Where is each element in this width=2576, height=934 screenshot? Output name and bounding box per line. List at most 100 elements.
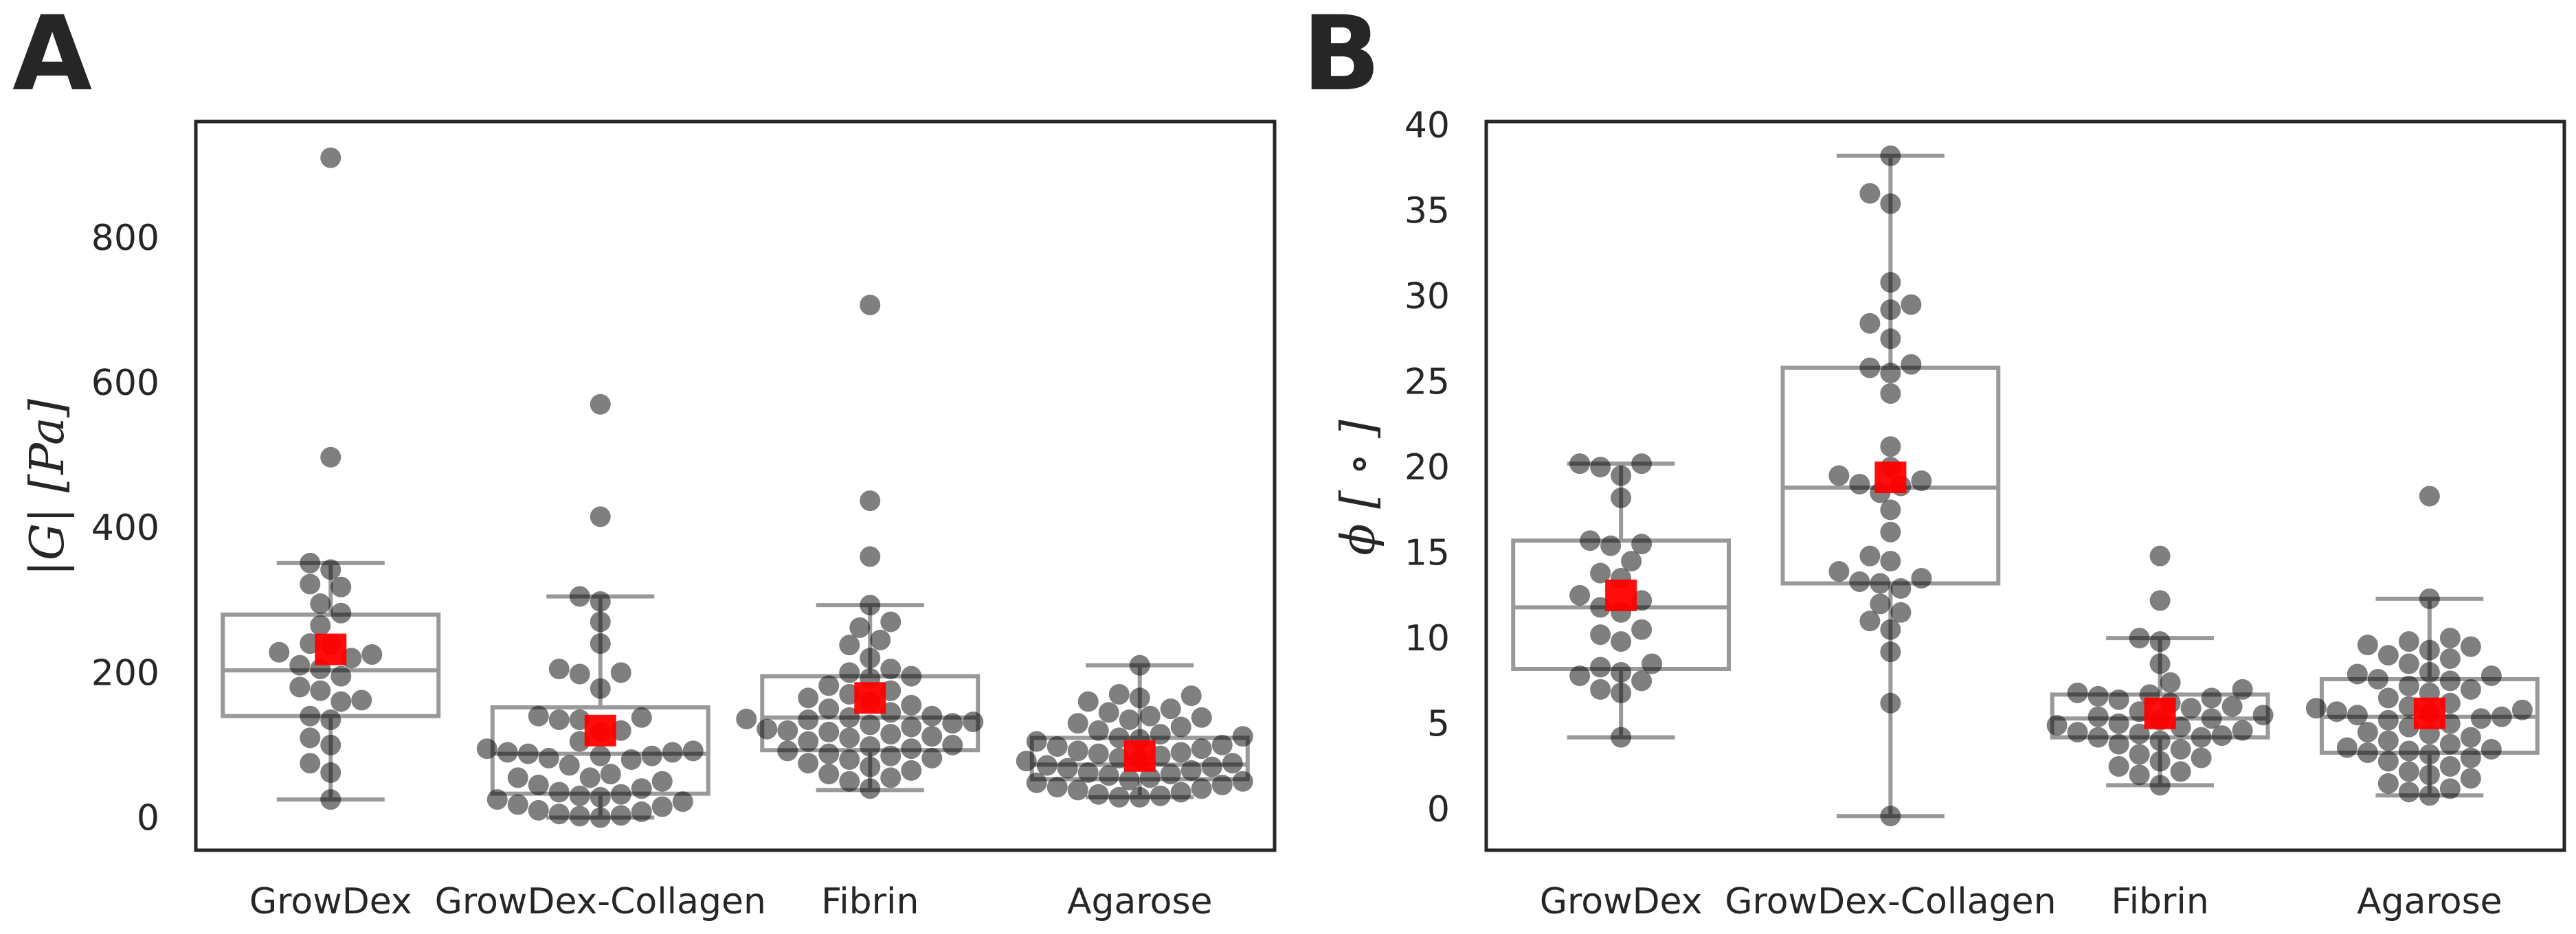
- panel-a-data-point: [631, 707, 652, 728]
- panel-b-category-label: Fibrin: [2111, 881, 2208, 922]
- panel-b-data-point: [1870, 593, 1891, 615]
- panel-b-data-point: [1631, 619, 1653, 640]
- panel-b-data-point: [1611, 465, 1632, 486]
- panel-a-data-point: [901, 738, 922, 760]
- panel-b-data-point: [2398, 761, 2419, 782]
- panel-a-data-point: [1170, 716, 1191, 738]
- panel-b-data-point: [1859, 312, 1881, 334]
- panel-a-data-point: [901, 694, 922, 716]
- panel-a-data-point: [528, 799, 549, 821]
- panel-a-data-point: [1191, 707, 1212, 728]
- panel-a-data-point: [963, 711, 984, 733]
- panel-b-data-point: [1859, 545, 1881, 567]
- panel-a-data-point: [942, 734, 963, 755]
- panel-a-data-point: [682, 740, 704, 762]
- panel-b-data-point: [1890, 602, 1912, 623]
- panel-a-data-point: [1077, 762, 1099, 784]
- panel-a-data-point: [310, 680, 331, 701]
- panel-a-data-point: [631, 801, 652, 823]
- panel-a-data-point: [1211, 774, 1233, 795]
- panel-b-data-point: [2419, 661, 2440, 683]
- panel-b-y-axis-label: ϕ [ ∘ ]: [1332, 420, 1386, 556]
- panel-a-data-point: [777, 740, 798, 762]
- panel-a-data-point: [331, 665, 352, 687]
- panel-b-y-tick-label: 30: [1404, 276, 1450, 317]
- panel-a-data-point: [860, 778, 881, 799]
- panel-b-data-point: [2170, 739, 2191, 760]
- panel-b-data-point: [2108, 755, 2129, 777]
- panel-a-data-point: [651, 771, 673, 792]
- panel-b-y-tick-label: 20: [1404, 447, 1450, 488]
- panel-a-data-point: [590, 394, 611, 415]
- panel-a-data-point: [839, 771, 860, 792]
- panel-b-data-point: [1590, 657, 1611, 678]
- panel-a-data-point: [590, 591, 611, 612]
- panel-b-y-tick-label: 40: [1404, 105, 1450, 146]
- panel-b-data-point: [2129, 764, 2150, 786]
- panel-a-data-point: [1222, 753, 1243, 774]
- panel-a-data-point: [289, 654, 311, 676]
- panel-a-data-point: [1139, 705, 1161, 727]
- panel-a-category-label: Agarose: [1067, 881, 1213, 922]
- panel-b-data-point: [1880, 145, 1901, 166]
- panel-a-data-point: [548, 709, 570, 730]
- panel-a-data-point: [548, 782, 570, 803]
- panel-a-data-point: [590, 786, 611, 808]
- panel-b-data-point: [2357, 722, 2378, 743]
- panel-a-data-point: [849, 617, 871, 638]
- panel-b-data-point: [2108, 733, 2129, 755]
- panel-b-data-point: [1631, 670, 1653, 692]
- panel-a-data-point: [757, 718, 778, 740]
- panel-b-frame: [1484, 119, 2566, 852]
- panel-a-data-point: [870, 629, 891, 650]
- panel-a-data-point: [1088, 743, 1109, 764]
- panel-b-data-point: [2180, 698, 2202, 719]
- panel-a-data-point: [901, 760, 922, 781]
- panel-a-mean-marker: [584, 714, 616, 747]
- panel-a-data-point: [860, 714, 881, 736]
- panel-a-data-point: [860, 490, 881, 512]
- panel-a-data-point: [818, 764, 840, 785]
- panel-a-data-point: [921, 726, 943, 747]
- panel-a-data-point: [1026, 731, 1047, 752]
- panel-a-data-point: [538, 747, 559, 768]
- panel-b-data-point: [2232, 679, 2253, 700]
- panel-label-a: A: [12, 0, 92, 114]
- panel-a-data-point: [1160, 764, 1181, 785]
- panel-b-data-point: [2460, 679, 2481, 700]
- panel-a-y-tick-label: 400: [91, 508, 159, 549]
- panel-b-data-point: [2149, 730, 2171, 751]
- panel-b-data-point: [1569, 584, 1591, 606]
- panel-a-data-point: [1088, 784, 1109, 805]
- panel-b-data-point: [2129, 744, 2150, 765]
- panel-a-y-tick-label: 0: [137, 797, 159, 839]
- panel-b-data-point: [2419, 588, 2440, 609]
- panel-b-data-point: [1621, 551, 1642, 572]
- panel-b-data-point: [2046, 715, 2068, 736]
- panel-a-data-point: [528, 705, 549, 727]
- panel-a-data-point: [818, 721, 840, 742]
- panel-a-data-point: [1057, 758, 1078, 779]
- panel-b-data-point: [1880, 436, 1901, 457]
- panel-b-data-point: [2377, 709, 2399, 731]
- panel-b-data-point: [2232, 720, 2253, 741]
- panel-a-data-point: [921, 705, 943, 727]
- panel-b-data-point: [1901, 354, 1922, 375]
- panel-b-data-point: [1880, 551, 1901, 572]
- panel-b-mean-marker: [1874, 462, 1907, 494]
- panel-a-data-point: [662, 742, 683, 763]
- panel-a-data-point: [569, 806, 590, 827]
- panel-a-y-tick-label: 800: [91, 218, 159, 259]
- panel-b-data-point: [1611, 727, 1632, 748]
- panel-a-data-point: [331, 691, 352, 712]
- panel-b-data-point: [2398, 675, 2419, 696]
- panel-b-data-point: [1911, 470, 1932, 492]
- panel-b-data-point: [1880, 806, 1901, 827]
- panel-a-data-point: [901, 716, 922, 738]
- panel-b-y-tick-label: 5: [1427, 704, 1450, 745]
- panel-a-data-point: [320, 446, 341, 468]
- panel-b-data-point: [1880, 641, 1901, 663]
- panel-b-data-point: [1870, 573, 1891, 594]
- box-iqr: [221, 612, 441, 718]
- panel-b-data-point: [2149, 775, 2171, 796]
